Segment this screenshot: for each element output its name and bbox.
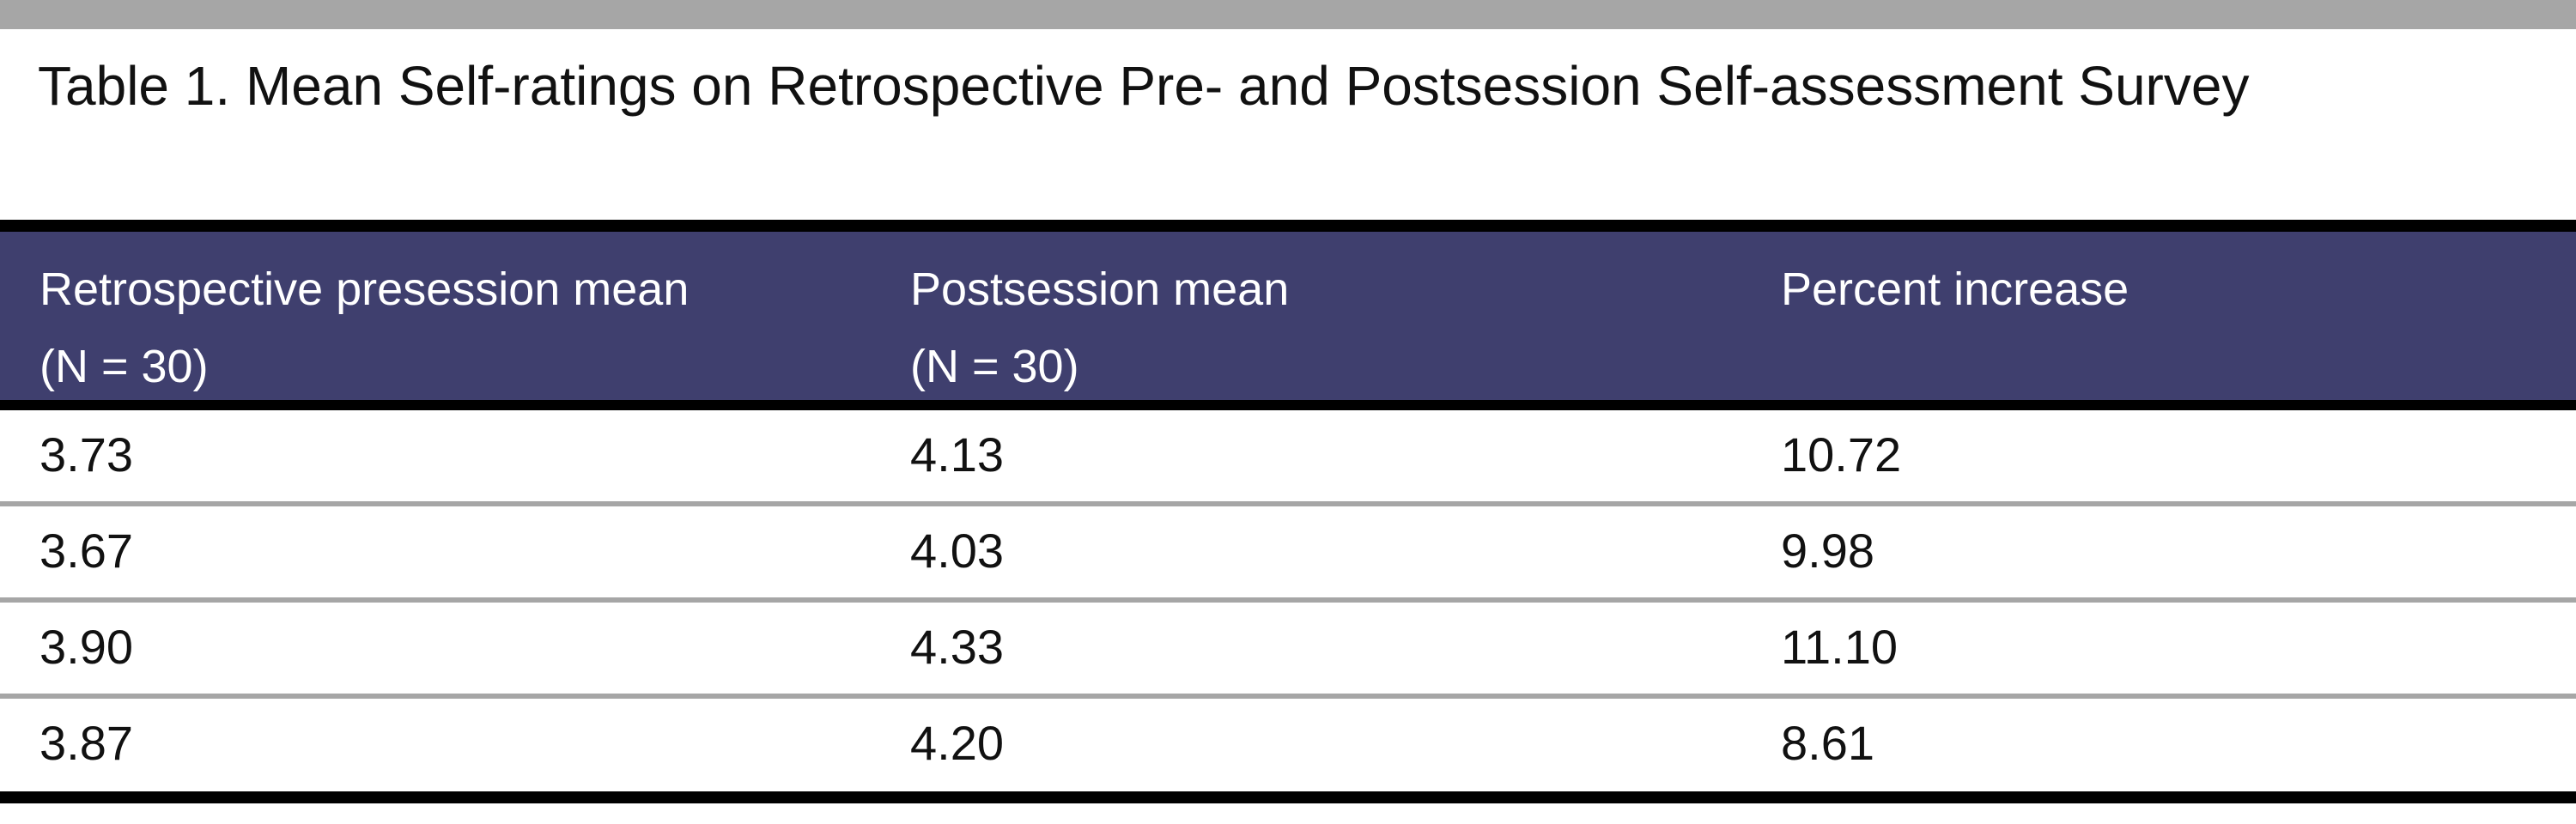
cell-percent: 10.72 <box>1781 427 1902 482</box>
top-rule <box>0 220 2576 232</box>
table-row: 3.87 4.20 8.61 <box>0 699 2576 788</box>
cell-presession: 3.73 <box>39 427 133 482</box>
header-postsession-line2: (N = 30) <box>910 341 1079 392</box>
table-number: Table 1. <box>38 55 231 117</box>
header-percent-line1: Percent increase <box>1781 264 2129 315</box>
cell-postsession: 4.33 <box>910 620 1004 674</box>
table-row: 3.67 4.03 9.98 <box>0 506 2576 596</box>
cell-postsession: 4.03 <box>910 524 1004 578</box>
table-row: 3.73 4.13 10.72 <box>0 410 2576 500</box>
header-cell-percent: Percent increase <box>1781 251 2129 328</box>
cell-presession: 3.87 <box>39 716 133 770</box>
top-band <box>0 0 2576 29</box>
row-separator <box>0 694 2576 699</box>
row-separator <box>0 501 2576 506</box>
header-postsession-line1: Postsession mean <box>910 264 1290 315</box>
cell-percent: 11.10 <box>1781 620 1898 674</box>
header-cell-presession: Retrospective presession mean (N = 30) <box>39 251 689 405</box>
header-presession-line1: Retrospective presession mean <box>39 264 690 315</box>
row-separator <box>0 597 2576 603</box>
cell-postsession: 4.20 <box>910 716 1004 770</box>
cell-percent: 9.98 <box>1781 524 1874 578</box>
table-header: Retrospective presession mean (N = 30) P… <box>0 232 2576 400</box>
cell-presession: 3.67 <box>39 524 133 578</box>
cell-presession: 3.90 <box>39 620 133 674</box>
cell-percent: 8.61 <box>1781 716 1874 770</box>
header-bottom-rule <box>0 400 2576 410</box>
header-presession-line2: (N = 30) <box>39 341 209 392</box>
table-row: 3.90 4.33 11.10 <box>0 603 2576 692</box>
cell-postsession: 4.13 <box>910 427 1004 482</box>
table-caption: Table 1. Mean Self-ratings on Retrospect… <box>38 46 2528 125</box>
table-title: Mean Self-ratings on Retrospective Pre- … <box>245 55 2250 117</box>
bottom-rule <box>0 791 2576 803</box>
header-cell-postsession: Postsession mean (N = 30) <box>910 251 1289 405</box>
